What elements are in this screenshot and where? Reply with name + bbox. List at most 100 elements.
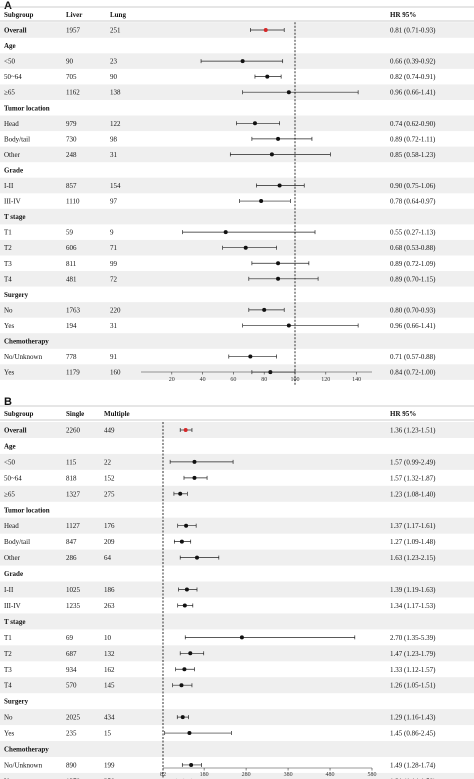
hr-ci-text: 1.33 (1.12-1.57) bbox=[390, 666, 436, 674]
x-tick-label: 120 bbox=[321, 377, 330, 383]
hr-ci-text: 0.90 (0.75-1.06) bbox=[390, 182, 436, 190]
count-col1: 1179 bbox=[66, 369, 80, 377]
hr-ci-text: 0.89 (0.72-1.09) bbox=[390, 260, 436, 268]
hr-ci-text: 1.57 (1.32-1.87) bbox=[390, 474, 436, 482]
count-col1: 115 bbox=[66, 458, 77, 466]
hr-ci-text: 1.29 (1.16-1.43) bbox=[390, 714, 436, 722]
section-label: Age bbox=[4, 442, 16, 450]
subgroup-label: T3 bbox=[4, 666, 12, 674]
count-col1: 235 bbox=[66, 730, 77, 738]
section-label: Overall bbox=[4, 27, 27, 35]
row-stripe bbox=[0, 453, 474, 470]
subgroup-label: ≥65 bbox=[4, 89, 15, 97]
hr-point bbox=[286, 323, 291, 328]
x-tick-label: 140 bbox=[352, 377, 361, 383]
count-col2: 10 bbox=[104, 634, 112, 642]
row-stripe bbox=[0, 485, 474, 502]
subgroup-label: Other bbox=[4, 151, 21, 159]
hr-point bbox=[179, 539, 184, 544]
count-col2: 72 bbox=[110, 275, 118, 283]
row-stripe bbox=[0, 645, 474, 662]
count-col1: 934 bbox=[66, 666, 77, 674]
count-col2: 275 bbox=[104, 490, 115, 498]
section-label: T stage bbox=[4, 213, 25, 221]
hr-ci-text: 1.31 (1.14-1.50) bbox=[390, 777, 436, 779]
row-stripe bbox=[0, 208, 474, 225]
section-label: Grade bbox=[4, 570, 23, 578]
count-col2: 122 bbox=[110, 120, 121, 128]
hr-ci-text: 0.66 (0.39-0.92) bbox=[390, 58, 436, 66]
subgroup-label: Yes bbox=[4, 369, 14, 377]
hr-ci-text: 0.74 (0.62-0.90) bbox=[390, 120, 436, 128]
count-col1: 1162 bbox=[66, 89, 80, 97]
subgroup-label: T4 bbox=[4, 275, 12, 283]
subgroup-label: T4 bbox=[4, 682, 12, 690]
subgroup-label: I-II bbox=[4, 182, 14, 190]
count-col2: 145 bbox=[104, 682, 115, 690]
row-stripe bbox=[0, 741, 474, 757]
subgroup-label: 50~64 bbox=[4, 73, 22, 81]
hr-point bbox=[259, 199, 264, 204]
overall-point bbox=[263, 28, 268, 32]
count-col1: 857 bbox=[66, 182, 77, 190]
forest-panel-b: B Subgroup Single Multiple HR 95% Overall 2260… bbox=[0, 396, 474, 779]
hr-point bbox=[262, 307, 267, 312]
subgroup-label: Body/tail bbox=[4, 538, 30, 546]
count-col2: 176 bbox=[104, 522, 115, 530]
hr-point bbox=[184, 523, 189, 528]
hr-ci-text: 1.27 (1.09-1.48) bbox=[390, 538, 436, 546]
hr-point bbox=[269, 152, 274, 157]
hr-point bbox=[276, 261, 281, 266]
hr-ci-text: 1.63 (1.23-2.15) bbox=[390, 554, 436, 562]
count-col1: 778 bbox=[66, 353, 77, 361]
panel-label: B bbox=[4, 396, 12, 408]
count-col1: 606 bbox=[66, 244, 77, 252]
hr-point bbox=[179, 683, 184, 688]
count-col1: 286 bbox=[66, 554, 77, 562]
count-col2: 160 bbox=[110, 369, 121, 377]
subgroup-label: Head bbox=[4, 522, 19, 530]
count-col1: 847 bbox=[66, 538, 77, 546]
header-subgroup: Subgroup bbox=[4, 410, 34, 418]
row-stripe bbox=[0, 549, 474, 566]
count-col1: 69 bbox=[66, 634, 74, 642]
hr-point bbox=[265, 74, 270, 79]
subgroup-label: III-IV bbox=[4, 198, 21, 206]
count-col1: 1957 bbox=[66, 27, 81, 35]
count-col2: 434 bbox=[104, 714, 115, 722]
row-stripe bbox=[0, 177, 474, 194]
row-stripe bbox=[0, 422, 474, 438]
hr-ci-text: 1.57 (0.99-2.49) bbox=[390, 458, 436, 466]
hr-point bbox=[277, 183, 282, 188]
count-col2: 31 bbox=[110, 151, 118, 159]
x-tick-label: 380 bbox=[284, 772, 293, 778]
count-col1: 2260 bbox=[66, 427, 81, 435]
count-col1: 811 bbox=[66, 260, 77, 268]
header-hr: HR 95% bbox=[390, 11, 416, 19]
subgroup-label: Body/tail bbox=[4, 135, 30, 143]
header-col2: Lung bbox=[110, 11, 126, 19]
count-col1: 1110 bbox=[66, 198, 80, 206]
count-col2: 263 bbox=[104, 602, 115, 610]
count-col1: 1235 bbox=[66, 602, 81, 610]
count-col2: 152 bbox=[104, 474, 115, 482]
row-stripe bbox=[0, 22, 474, 38]
count-col2: 91 bbox=[110, 353, 118, 361]
count-col1: 570 bbox=[66, 682, 77, 690]
row-stripe bbox=[0, 677, 474, 694]
x-tick-label: 480 bbox=[326, 772, 335, 778]
subgroup-label: T1 bbox=[4, 229, 12, 237]
count-col2: 15 bbox=[104, 730, 112, 738]
hr-point bbox=[180, 715, 185, 720]
hr-ci-text: 1.26 (1.05-1.51) bbox=[390, 682, 436, 690]
hr-ci-text: 0.71 (0.57-0.88) bbox=[390, 353, 436, 361]
count-col1: 705 bbox=[66, 73, 77, 81]
hr-ci-text: 1.49 (1.28-1.74) bbox=[390, 761, 436, 769]
hr-point bbox=[178, 491, 183, 496]
hr-ci-text: 0.78 (0.64-0.97) bbox=[390, 198, 436, 206]
count-col2: 186 bbox=[104, 586, 115, 594]
hr-point bbox=[192, 475, 197, 480]
x-tick-label: 60 bbox=[230, 377, 236, 383]
x-tick-label: 40 bbox=[200, 377, 206, 383]
